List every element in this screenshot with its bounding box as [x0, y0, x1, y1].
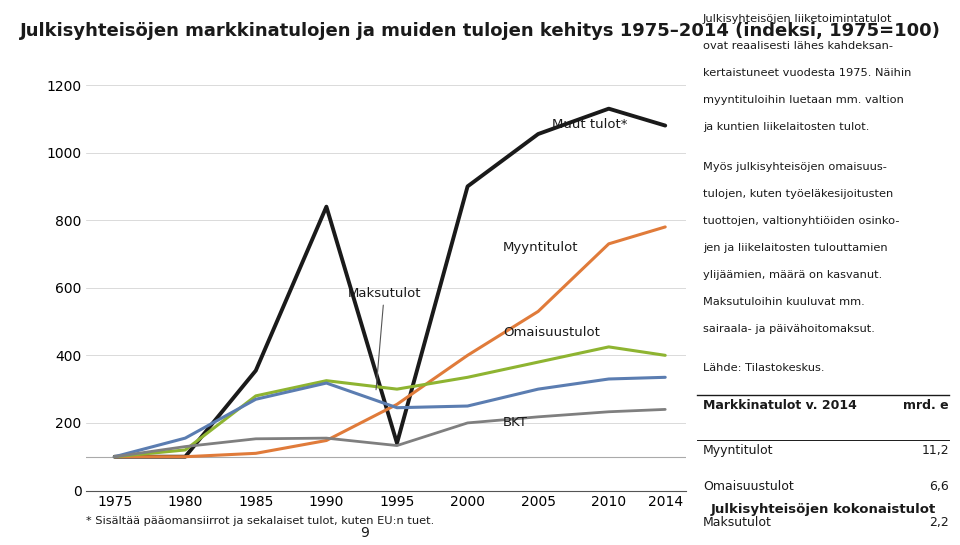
Text: Muut tulot*: Muut tulot*: [552, 118, 628, 131]
Text: Myyntitulot: Myyntitulot: [703, 444, 774, 457]
Text: mrd. e: mrd. e: [903, 399, 949, 413]
Text: Lähde: Tilastokeskus.: Lähde: Tilastokeskus.: [703, 363, 825, 373]
Text: Maksutuloihin kuuluvat mm.: Maksutuloihin kuuluvat mm.: [703, 296, 865, 307]
Text: Myyntitulot: Myyntitulot: [503, 241, 578, 254]
Text: Markkinatulot v. 2014: Markkinatulot v. 2014: [703, 399, 856, 413]
Text: kertaistuneet vuodesta 1975. Näihin: kertaistuneet vuodesta 1975. Näihin: [703, 68, 911, 78]
Text: 11,2: 11,2: [922, 444, 949, 457]
Text: 2,2: 2,2: [929, 516, 949, 529]
Text: Julkisyhteisöjen kokonaistulot: Julkisyhteisöjen kokonaistulot: [710, 503, 936, 516]
Text: Julkisyhteisöjen markkinatulojen ja muiden tulojen kehitys 1975–2014 (indeksi, 1: Julkisyhteisöjen markkinatulojen ja muid…: [19, 22, 941, 40]
Text: Omaisuustulot: Omaisuustulot: [703, 480, 794, 493]
Text: Myös julkisyhteisöjen omaisuus-: Myös julkisyhteisöjen omaisuus-: [703, 161, 887, 172]
Text: ovat reaalisesti lähes kahdeksan-: ovat reaalisesti lähes kahdeksan-: [703, 41, 893, 51]
Text: tulojen, kuten työeläkesijoitusten: tulojen, kuten työeläkesijoitusten: [703, 189, 893, 198]
Text: 6,6: 6,6: [929, 480, 949, 493]
Text: ja kuntien liikelaitosten tulot.: ja kuntien liikelaitosten tulot.: [703, 122, 869, 132]
Text: Maksutulot: Maksutulot: [703, 516, 772, 529]
Text: 9: 9: [360, 525, 370, 540]
Text: ylijäämien, määrä on kasvanut.: ylijäämien, määrä on kasvanut.: [703, 270, 882, 280]
Text: Julkisyhteisöjen liiketoimintatulot: Julkisyhteisöjen liiketoimintatulot: [703, 14, 892, 24]
Text: BKT: BKT: [503, 416, 528, 429]
Text: myyntituloihin luetaan mm. valtion: myyntituloihin luetaan mm. valtion: [703, 95, 903, 105]
Text: Maksutulot: Maksutulot: [348, 287, 421, 390]
Text: * Sisältää pääomansiirrot ja sekalaiset tulot, kuten EU:n tuet.: * Sisältää pääomansiirrot ja sekalaiset …: [86, 516, 435, 526]
Text: jen ja liikelaitosten tulouttamien: jen ja liikelaitosten tulouttamien: [703, 243, 887, 252]
Text: sairaala- ja päivähoitomaksut.: sairaala- ja päivähoitomaksut.: [703, 324, 875, 334]
Text: Omaisuustulot: Omaisuustulot: [503, 326, 600, 339]
Text: tuottojen, valtionyhtiöiden osinko-: tuottojen, valtionyhtiöiden osinko-: [703, 216, 900, 226]
